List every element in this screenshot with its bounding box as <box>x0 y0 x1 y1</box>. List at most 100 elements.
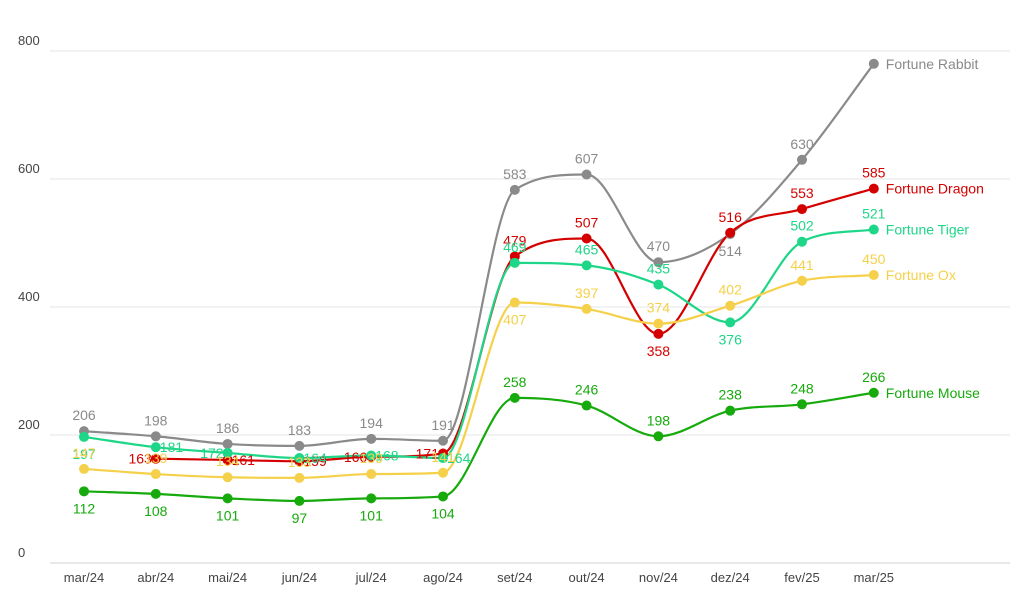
data-label-fortune-rabbit: 183 <box>288 422 312 438</box>
data-point-fortune-tiger <box>581 260 592 271</box>
data-point-fortune-dragon <box>725 227 736 238</box>
data-label-fortune-ox: 450 <box>862 251 886 267</box>
data-label-fortune-mouse: 266 <box>862 369 886 385</box>
data-point-fortune-dragon <box>581 233 592 244</box>
data-point-fortune-tiger <box>509 257 520 268</box>
data-label-fortune-mouse: 258 <box>503 374 527 390</box>
data-point-fortune-rabbit <box>797 154 807 165</box>
data-label-fortune-ox: 139 <box>360 450 384 466</box>
data-point-fortune-ox <box>725 300 736 311</box>
data-label-fortune-tiger: 435 <box>647 261 671 277</box>
series-name-fortune-mouse: Fortune Mouse <box>886 385 980 401</box>
data-point-fortune-mouse <box>868 387 879 398</box>
data-label-fortune-mouse: 108 <box>144 503 168 519</box>
series-name-labels: Fortune Rabbit Fortune Dragon Fortune Tige… <box>886 56 984 401</box>
y-tick-label: 800 <box>18 33 40 48</box>
data-point-fortune-ox <box>581 303 592 314</box>
data-point-fortune-ox <box>653 318 664 329</box>
data-point-fortune-ox <box>366 469 377 480</box>
data-label-fortune-dragon: 166 <box>344 449 368 465</box>
data-point-fortune-rabbit <box>868 58 879 69</box>
series-name-fortune-tiger: Fortune Tiger <box>886 222 970 238</box>
data-label-fortune-tiger: 502 <box>790 218 814 234</box>
data-label-fortune-ox: 133 <box>288 454 312 470</box>
data-label-fortune-tiger: 181 <box>160 439 184 455</box>
data-label-fortune-rabbit: 194 <box>360 415 384 431</box>
data-point-fortune-rabbit <box>222 438 233 449</box>
data-point-fortune-dragon <box>222 454 233 465</box>
data-point-fortune-rabbit <box>581 169 592 180</box>
data-label-fortune-dragon: 553 <box>790 185 814 201</box>
data-label-fortune-ox: 402 <box>719 282 743 298</box>
x-tick-label: mai/24 <box>208 570 247 585</box>
y-tick-label: 0 <box>18 545 25 560</box>
y-axis: 0 200 400 600 800 <box>18 33 40 560</box>
data-label-fortune-dragon: 161 <box>232 452 256 468</box>
x-tick-label: nov/24 <box>639 570 678 585</box>
data-point-fortune-ox <box>294 472 305 483</box>
data-point-fortune-mouse <box>725 405 736 416</box>
x-tick-label: jun/24 <box>281 570 317 585</box>
data-label-fortune-mouse: 101 <box>360 507 384 523</box>
data-label-fortune-rabbit: 514 <box>719 243 743 259</box>
data-point-fortune-rabbit <box>438 435 448 446</box>
data-label-fortune-rabbit: 470 <box>647 238 671 254</box>
data-label-fortune-mouse: 198 <box>647 412 671 428</box>
data-label-fortune-mouse: 104 <box>431 505 455 521</box>
data-label-fortune-tiger: 164 <box>447 450 471 466</box>
data-point-fortune-mouse <box>366 493 377 504</box>
data-point-fortune-mouse <box>150 488 161 499</box>
data-label-fortune-dragon: 163 <box>128 451 152 467</box>
data-point-fortune-mouse <box>581 400 592 411</box>
data-point-fortune-dragon <box>150 453 161 464</box>
data-label-fortune-ox: 134 <box>216 453 240 469</box>
data-point-fortune-rabbit <box>294 440 305 451</box>
x-tick-label: jul/24 <box>355 570 387 585</box>
data-point-fortune-ox <box>868 270 879 280</box>
data-point-fortune-ox <box>222 472 233 483</box>
data-point-fortune-mouse <box>222 493 233 504</box>
data-point-fortune-tiger <box>79 431 89 442</box>
data-point-fortune-mouse <box>294 495 305 506</box>
data-point-fortune-tiger <box>438 453 448 464</box>
data-point-fortune-mouse <box>509 392 520 403</box>
data-label-fortune-ox: 441 <box>790 257 814 273</box>
data-label-fortune-rabbit: 630 <box>790 136 814 152</box>
data-label-fortune-rabbit: 607 <box>575 151 599 167</box>
data-label-fortune-tiger: 521 <box>862 206 886 222</box>
data-point-fortune-mouse <box>438 491 448 502</box>
data-label-fortune-ox: 141 <box>431 449 455 465</box>
data-label-fortune-tiger: 376 <box>719 331 743 347</box>
y-tick-label: 200 <box>18 417 40 432</box>
data-point-fortune-ox <box>150 469 161 480</box>
x-tick-label: abr/24 <box>137 570 174 585</box>
data-label-fortune-mouse: 246 <box>575 382 599 398</box>
data-point-fortune-rabbit <box>509 184 520 195</box>
data-point-fortune-tiger <box>294 453 305 464</box>
data-point-fortune-mouse <box>79 486 89 497</box>
data-point-fortune-ox <box>79 463 89 474</box>
data-point-fortune-dragon <box>868 183 879 194</box>
series-line-fortune-tiger <box>83 228 874 460</box>
data-point-fortune-rabbit <box>366 433 377 444</box>
data-label-fortune-rabbit: 198 <box>144 412 168 428</box>
series-points <box>79 58 879 506</box>
data-label-fortune-tiger: 469 <box>503 239 527 255</box>
data-label-fortune-rabbit: 191 <box>431 417 455 433</box>
data-label-fortune-ox: 397 <box>575 285 599 301</box>
data-label-fortune-rabbit: 186 <box>216 420 240 436</box>
data-label-fortune-dragon: 479 <box>503 232 527 248</box>
data-label-fortune-tiger: 197 <box>72 446 96 462</box>
data-label-fortune-tiger: 465 <box>575 241 599 257</box>
data-label-fortune-rabbit: 583 <box>503 166 527 182</box>
data-label-fortune-mouse: 238 <box>719 387 743 403</box>
series-name-fortune-rabbit: Fortune Rabbit <box>886 56 979 72</box>
y-tick-label: 600 <box>18 161 40 176</box>
data-point-fortune-ox <box>797 275 807 286</box>
x-tick-label: out/24 <box>569 570 605 585</box>
x-tick-label: fev/25 <box>784 570 819 585</box>
data-label-fortune-ox: 147 <box>72 445 96 461</box>
data-label-fortune-dragon: 159 <box>303 453 327 469</box>
